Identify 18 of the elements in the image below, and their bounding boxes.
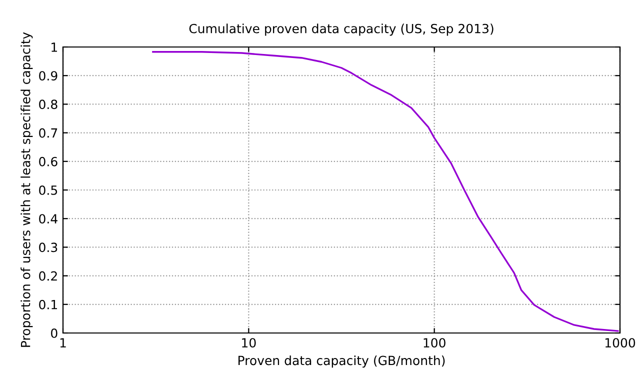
y-tick-label: 0 bbox=[51, 328, 58, 338]
y-tick-label: 0.8 bbox=[39, 100, 58, 110]
x-tick-label: 10 bbox=[242, 338, 256, 348]
y-tick-label: 0.1 bbox=[39, 300, 57, 310]
y-tick-label: 0.6 bbox=[39, 156, 58, 166]
y-tick-label: 0.3 bbox=[39, 242, 58, 252]
y-axis-title: Proportion of users with at least specified capacity bbox=[20, 32, 33, 347]
x-axis-title: Proven data capacity (GB/month) bbox=[238, 356, 445, 368]
x-tick-label: 1000 bbox=[605, 338, 636, 348]
y-tick-label: 0.7 bbox=[39, 128, 58, 138]
chart-title: Cumulative proven data capacity (US, Sep 2013) bbox=[189, 24, 494, 36]
y-tick-label: 0.2 bbox=[39, 271, 57, 281]
x-tick-label: 1 bbox=[60, 338, 66, 348]
y-tick-label: 1 bbox=[52, 42, 57, 52]
y-tick-label: 0.5 bbox=[39, 185, 58, 195]
x-tick-label: 100 bbox=[424, 338, 446, 348]
y-tick-label: 0.4 bbox=[39, 214, 58, 224]
y-tick-label: 0.9 bbox=[39, 71, 58, 81]
